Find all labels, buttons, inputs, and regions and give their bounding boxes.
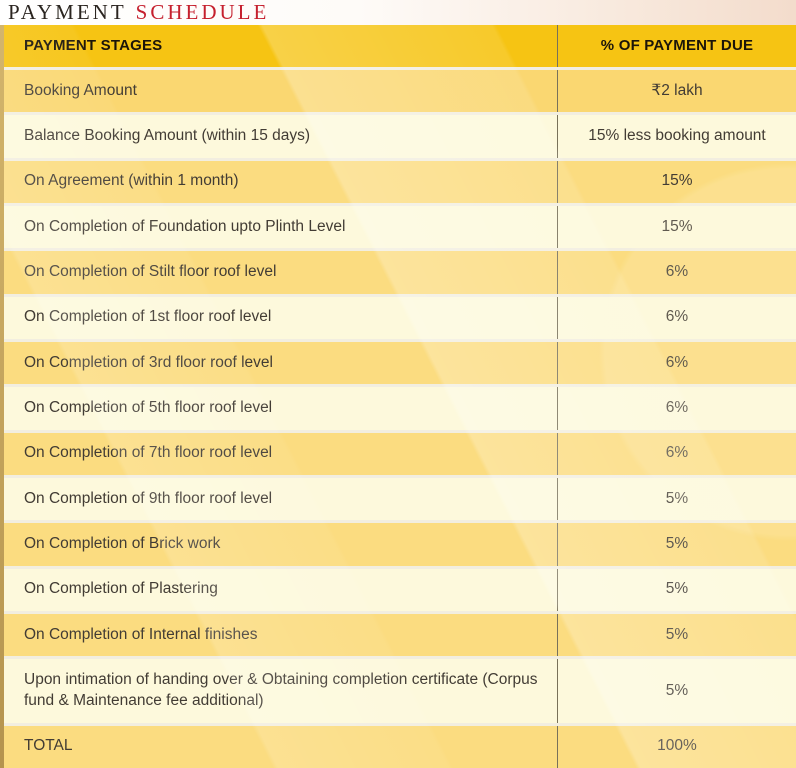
stage-cell: On Completion of 5th floor roof level <box>24 399 273 416</box>
table-row: On Completion of Plastering 5% <box>4 565 796 611</box>
table-header-row: PAYMENT STAGES % OF PAYMENT DUE <box>4 25 796 67</box>
stage-cell: On Completion of Plastering <box>24 580 218 598</box>
due-cell: 15% <box>557 205 796 249</box>
table-row: On Completion of Brick work 5% <box>4 520 796 566</box>
due-cell: 6% <box>557 341 796 385</box>
due-cell: 6% <box>557 296 796 339</box>
stage-cell: On Agreement (within 1 month) <box>24 172 239 190</box>
stage-cell: On Completion of 9th floor roof level <box>24 489 273 507</box>
table-row: Balance Booking Amount (within 15 days) … <box>4 112 796 158</box>
table-row: On Completion of Foundation upto Plinth … <box>4 202 796 249</box>
table-row: On Completion of 3rd floor roof level 6% <box>4 338 796 385</box>
stage-cell: On Completion of Foundation upto Plinth … <box>24 217 346 235</box>
due-cell: 6% <box>557 432 796 475</box>
table-wrap: PAYMENT STAGES % OF PAYMENT DUE Booking … <box>0 25 796 768</box>
column-header-payment-stages: PAYMENT STAGES <box>24 36 163 54</box>
table-row: On Completion of 9th floor roof level 5% <box>4 474 796 521</box>
due-cell: 5% <box>557 659 796 723</box>
due-cell: 5% <box>557 523 796 566</box>
column-header-payment-due: % OF PAYMENT DUE <box>557 25 796 67</box>
due-cell: ₹2 lakh <box>557 70 796 113</box>
due-cell: 6% <box>557 251 796 294</box>
stage-cell: On Completion of Internal finishes <box>24 625 258 643</box>
table-row: On Completion of 1st floor roof level 6% <box>4 293 796 339</box>
table-row: On Completion of 7th floor roof level 6% <box>4 429 796 475</box>
stage-cell: Booking Amount <box>24 81 137 99</box>
table-row: On Completion of Stilt floor roof level … <box>4 248 796 294</box>
table-row: On Agreement (within 1 month) 15% <box>4 157 796 203</box>
table-row: Upon intimation of handing over & Obtain… <box>4 656 796 723</box>
table-row-total: TOTAL 100% <box>4 722 796 768</box>
due-cell: 6% <box>557 387 796 430</box>
table-row: On Completion of 5th floor roof level 6% <box>4 384 796 430</box>
stage-cell: On Completion of 1st floor roof level <box>24 308 272 326</box>
title-word-schedule: SCHEDULE <box>135 0 270 24</box>
due-cell: 15% <box>557 160 796 203</box>
due-cell: 5% <box>557 477 796 521</box>
stage-cell: On Completion of Stilt floor roof level <box>24 263 277 281</box>
due-cell: 100% <box>557 725 796 768</box>
stage-cell: On Completion of 3rd floor roof level <box>24 353 273 371</box>
payment-schedule-table: PAYMENT STAGES % OF PAYMENT DUE Booking … <box>4 25 796 768</box>
stage-cell: On Completion of Brick work <box>24 534 221 552</box>
page-title: PAYMENT SCHEDULE <box>0 0 796 25</box>
stage-cell: On Completion of 7th floor roof level <box>24 444 273 462</box>
stage-cell: TOTAL <box>24 737 73 755</box>
stage-cell: Upon intimation of handing over & Obtain… <box>24 671 538 709</box>
due-cell: 5% <box>557 568 796 611</box>
title-word-payment: PAYMENT <box>8 0 127 24</box>
due-cell: 5% <box>557 613 796 657</box>
table-row: On Completion of Internal finishes 5% <box>4 610 796 657</box>
stage-cell: Balance Booking Amount (within 15 days) <box>24 127 311 145</box>
table-row: Booking Amount ₹2 lakh <box>4 67 796 113</box>
due-cell: 15% less booking amount <box>557 115 796 158</box>
